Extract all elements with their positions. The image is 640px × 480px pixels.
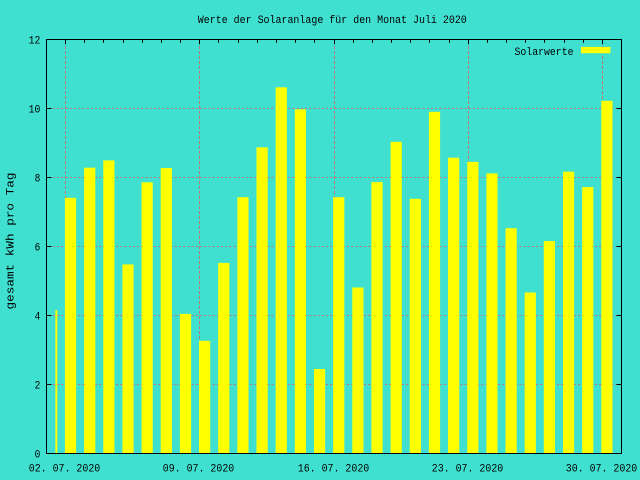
svg-text:23. 07. 2020: 23. 07. 2020: [432, 464, 504, 476]
svg-text:gesamt kWh pro Tag: gesamt kWh pro Tag: [6, 173, 18, 310]
svg-text:30. 07. 2020: 30. 07. 2020: [566, 464, 638, 476]
svg-text:8: 8: [35, 174, 41, 186]
svg-text:Solarwerte: Solarwerte: [515, 47, 574, 59]
svg-text:12: 12: [29, 36, 41, 48]
svg-text:09. 07. 2020: 09. 07. 2020: [163, 464, 235, 476]
svg-text:10: 10: [29, 105, 41, 117]
svg-text:16. 07. 2020: 16. 07. 2020: [298, 464, 370, 476]
svg-text:Werte der Solaranlage für den: Werte der Solaranlage für den Monat Juli…: [198, 15, 467, 27]
svg-text:2: 2: [35, 380, 41, 392]
svg-text:6: 6: [35, 243, 41, 255]
svg-text:02. 07. 2020: 02. 07. 2020: [29, 464, 101, 476]
svg-text:4: 4: [35, 312, 41, 324]
svg-text:0: 0: [35, 449, 41, 461]
